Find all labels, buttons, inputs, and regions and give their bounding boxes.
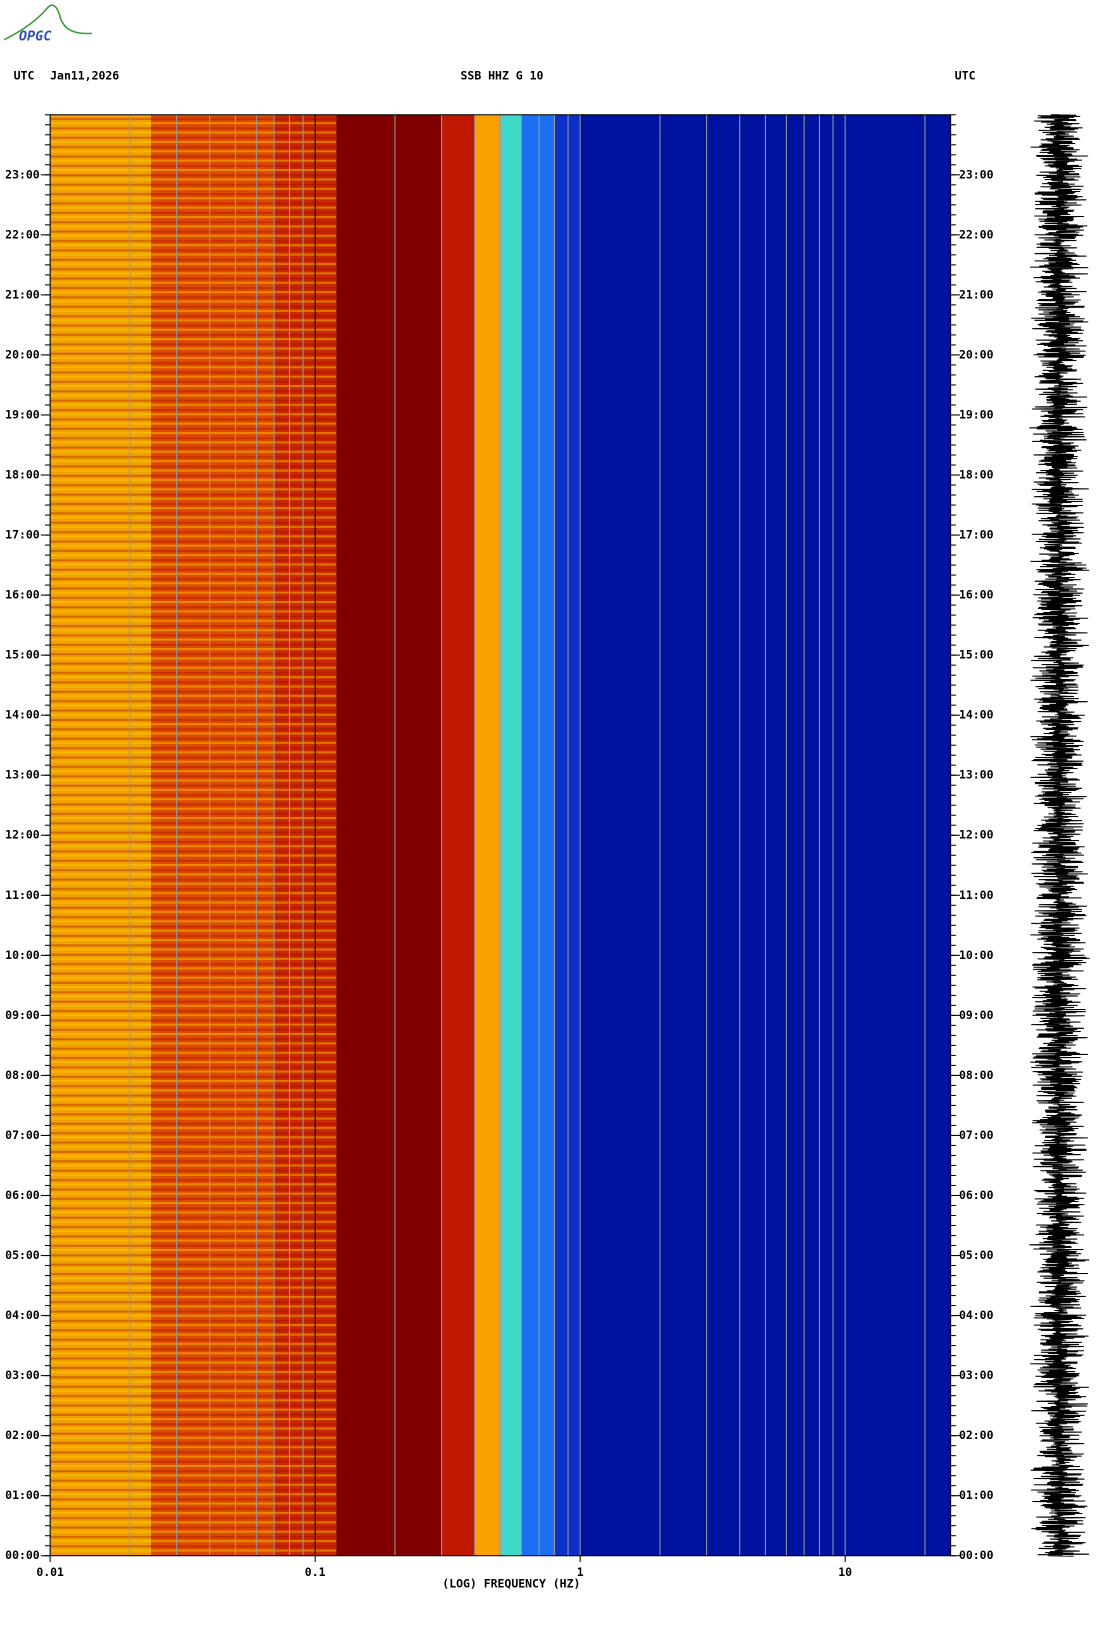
y-tick-label: 11:00 (959, 888, 994, 902)
y-tick-label: 10:00 (959, 948, 994, 962)
y-tick-label: 08:00 (959, 1068, 994, 1082)
y-tick-label: 07:00 (959, 1128, 994, 1142)
seismogram-trace (1029, 114, 1090, 1557)
x-tick-label: 10 (838, 1565, 852, 1579)
y-tick-label: 09:00 (959, 1008, 994, 1022)
y-tick-label: 16:00 (5, 588, 40, 602)
y-tick-label: 03:00 (5, 1368, 40, 1382)
y-tick-label: 05:00 (959, 1248, 994, 1262)
y-tick-label: 23:00 (959, 167, 994, 181)
y-tick-label: 19:00 (5, 407, 40, 421)
y-tick-label: 18:00 (5, 468, 40, 482)
y-tick-label: 01:00 (5, 1488, 40, 1502)
y-tick-label: 14:00 (959, 708, 994, 722)
x-tick-label: 0.01 (36, 1565, 64, 1579)
logo-swoosh (3, 4, 92, 41)
y-tick-label: 04:00 (5, 1308, 40, 1322)
x-tick-label: 0.1 (305, 1565, 326, 1579)
logo-text: OPGC (19, 29, 52, 45)
y-tick-label: 22:00 (959, 227, 994, 241)
spectrum-band (336, 114, 442, 1556)
chart-title: SSB HHZ G 10 (461, 69, 544, 83)
y-tick-label: 10:00 (5, 948, 40, 962)
y-tick-label: 12:00 (959, 828, 994, 842)
plot-frame (49, 114, 952, 1557)
y-tick-label: 04:00 (959, 1308, 994, 1322)
y-tick-label: 23:00 (5, 167, 40, 181)
y-tick-label: 00:00 (959, 1548, 994, 1562)
y-tick-label: 03:00 (959, 1368, 994, 1382)
x-tick-label: 1 (577, 1565, 584, 1579)
y-tick-label: 07:00 (5, 1128, 40, 1142)
spectrum-band (500, 114, 522, 1556)
y-tick-label: 11:00 (5, 888, 40, 902)
x-axis-label: (LOG) FREQUENCY (HZ) (442, 1576, 580, 1590)
texture (50, 114, 337, 1556)
y-tick-label: 13:00 (5, 768, 40, 782)
y-tick-label: 02:00 (959, 1428, 994, 1442)
y-tick-label: 18:00 (959, 468, 994, 482)
spectrum-band (441, 114, 475, 1556)
date-label: Jan11,2026 (50, 69, 119, 83)
y-tick-label: 02:00 (5, 1428, 40, 1442)
y-tick-label: 05:00 (5, 1248, 40, 1262)
y-tick-label: 20:00 (959, 347, 994, 361)
timezone-label: UTC (955, 69, 976, 83)
y-tick-label: 13:00 (959, 768, 994, 782)
y-tick-label: 06:00 (5, 1188, 40, 1202)
y-tick-label: 21:00 (959, 287, 994, 301)
y-tick-label: 09:00 (5, 1008, 40, 1022)
y-tick-label: 20:00 (5, 347, 40, 361)
y-tick-label: 17:00 (5, 528, 40, 542)
y-tick-label: 15:00 (5, 648, 40, 662)
y-tick-label: 06:00 (959, 1188, 994, 1202)
spectrum-band (554, 114, 581, 1556)
y-tick-label: 14:00 (5, 708, 40, 722)
y-tick-label: 08:00 (5, 1068, 40, 1082)
y-tick-label: 22:00 (5, 227, 40, 241)
y-tick-label: 19:00 (959, 407, 994, 421)
y-tick-label: 21:00 (5, 287, 40, 301)
y-tick-label: 00:00 (5, 1548, 40, 1562)
y-tick-label: 16:00 (959, 588, 994, 602)
spectrum-band (521, 114, 555, 1556)
y-tick-label: 12:00 (5, 828, 40, 842)
y-tick-label: 01:00 (959, 1488, 994, 1502)
timezone-label: UTC (14, 69, 35, 83)
spectrum-band (474, 114, 501, 1556)
y-tick-label: 17:00 (959, 528, 994, 542)
y-tick-label: 15:00 (959, 648, 994, 662)
